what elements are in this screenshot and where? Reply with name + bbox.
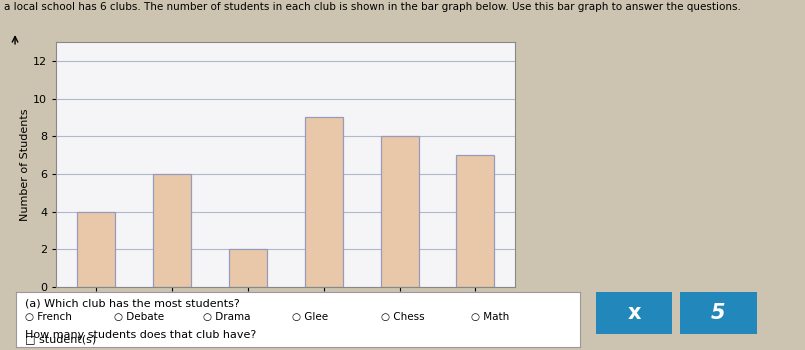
Bar (229, 249, 266, 287)
Text: ○ Chess: ○ Chess (382, 312, 425, 322)
Text: ○ French: ○ French (24, 312, 72, 322)
Bar (77, 212, 115, 287)
Text: □ student(s): □ student(s) (24, 334, 96, 344)
Text: ○ Glee: ○ Glee (292, 312, 328, 322)
Bar (305, 117, 343, 287)
Text: x: x (627, 303, 641, 323)
Y-axis label: Number of Students: Number of Students (20, 108, 31, 221)
Bar (381, 136, 419, 287)
Text: (a) Which club has the most students?: (a) Which club has the most students? (24, 299, 239, 309)
Text: 5: 5 (711, 303, 726, 323)
X-axis label: Club: Club (273, 307, 299, 317)
Bar (153, 174, 191, 287)
Bar (456, 155, 494, 287)
Text: How many students does that club have?: How many students does that club have? (24, 330, 256, 340)
Text: a local school has 6 clubs. The number of students in each club is shown in the : a local school has 6 clubs. The number o… (4, 2, 741, 12)
Text: ○ Drama: ○ Drama (203, 312, 250, 322)
Text: ○ Math: ○ Math (471, 312, 509, 322)
Text: ○ Debate: ○ Debate (114, 312, 164, 322)
